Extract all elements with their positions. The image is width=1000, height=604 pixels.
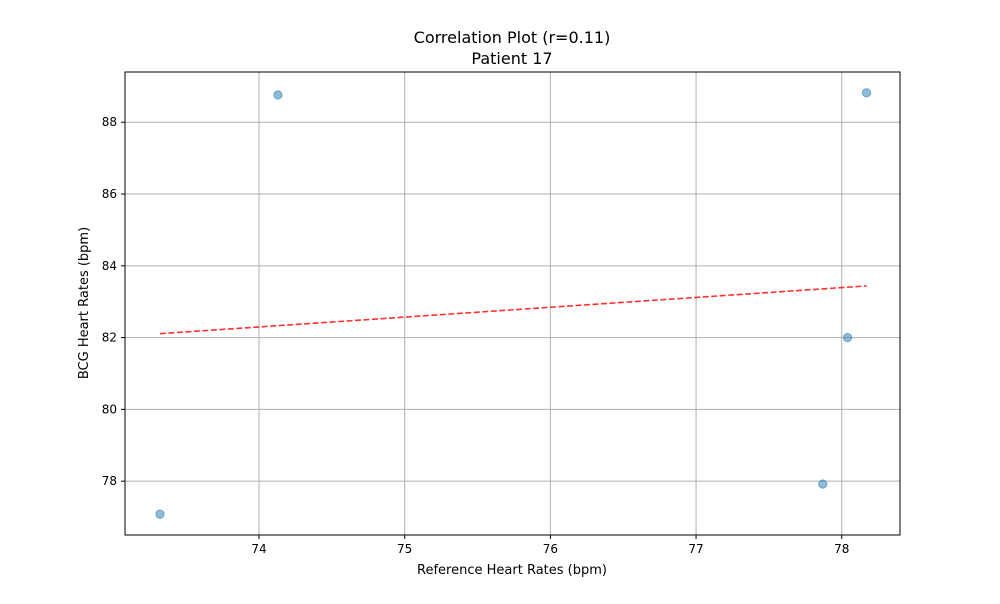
points-layer (155, 88, 872, 519)
y-axis-label: BCG Heart Rates (bpm) (77, 227, 92, 379)
chart-title: Correlation Plot (r=0.11) (414, 28, 611, 47)
x-tick-label: 76 (543, 542, 558, 556)
y-tick-label: 88 (102, 115, 117, 129)
x-tick-label: 75 (397, 542, 412, 556)
x-tick-label: 74 (251, 542, 266, 556)
scatter-point (155, 509, 165, 519)
x-axis-label: Reference Heart Rates (bpm) (417, 563, 607, 578)
y-tick-label: 82 (102, 331, 117, 345)
y-tick-label: 84 (102, 259, 117, 273)
scatter-point (861, 88, 872, 98)
chart-subtitle: Patient 17 (471, 49, 552, 68)
scatter-point (818, 479, 828, 489)
y-tick-label: 86 (102, 187, 117, 201)
x-tick-label: 77 (688, 542, 703, 556)
y-tick-label: 78 (102, 474, 117, 488)
y-tick-label: 80 (102, 402, 117, 416)
scatter-point (273, 90, 283, 100)
trendline (159, 285, 867, 335)
y-axis-ticks: 78 80 82 84 86 88 (102, 115, 125, 488)
x-tick-label: 78 (834, 542, 849, 556)
grid-layer (125, 72, 900, 535)
trendline-layer (159, 285, 867, 335)
x-axis-ticks: 74 75 76 77 78 (251, 535, 849, 556)
scatter-point (842, 332, 853, 343)
plot-frame (124, 71, 901, 536)
